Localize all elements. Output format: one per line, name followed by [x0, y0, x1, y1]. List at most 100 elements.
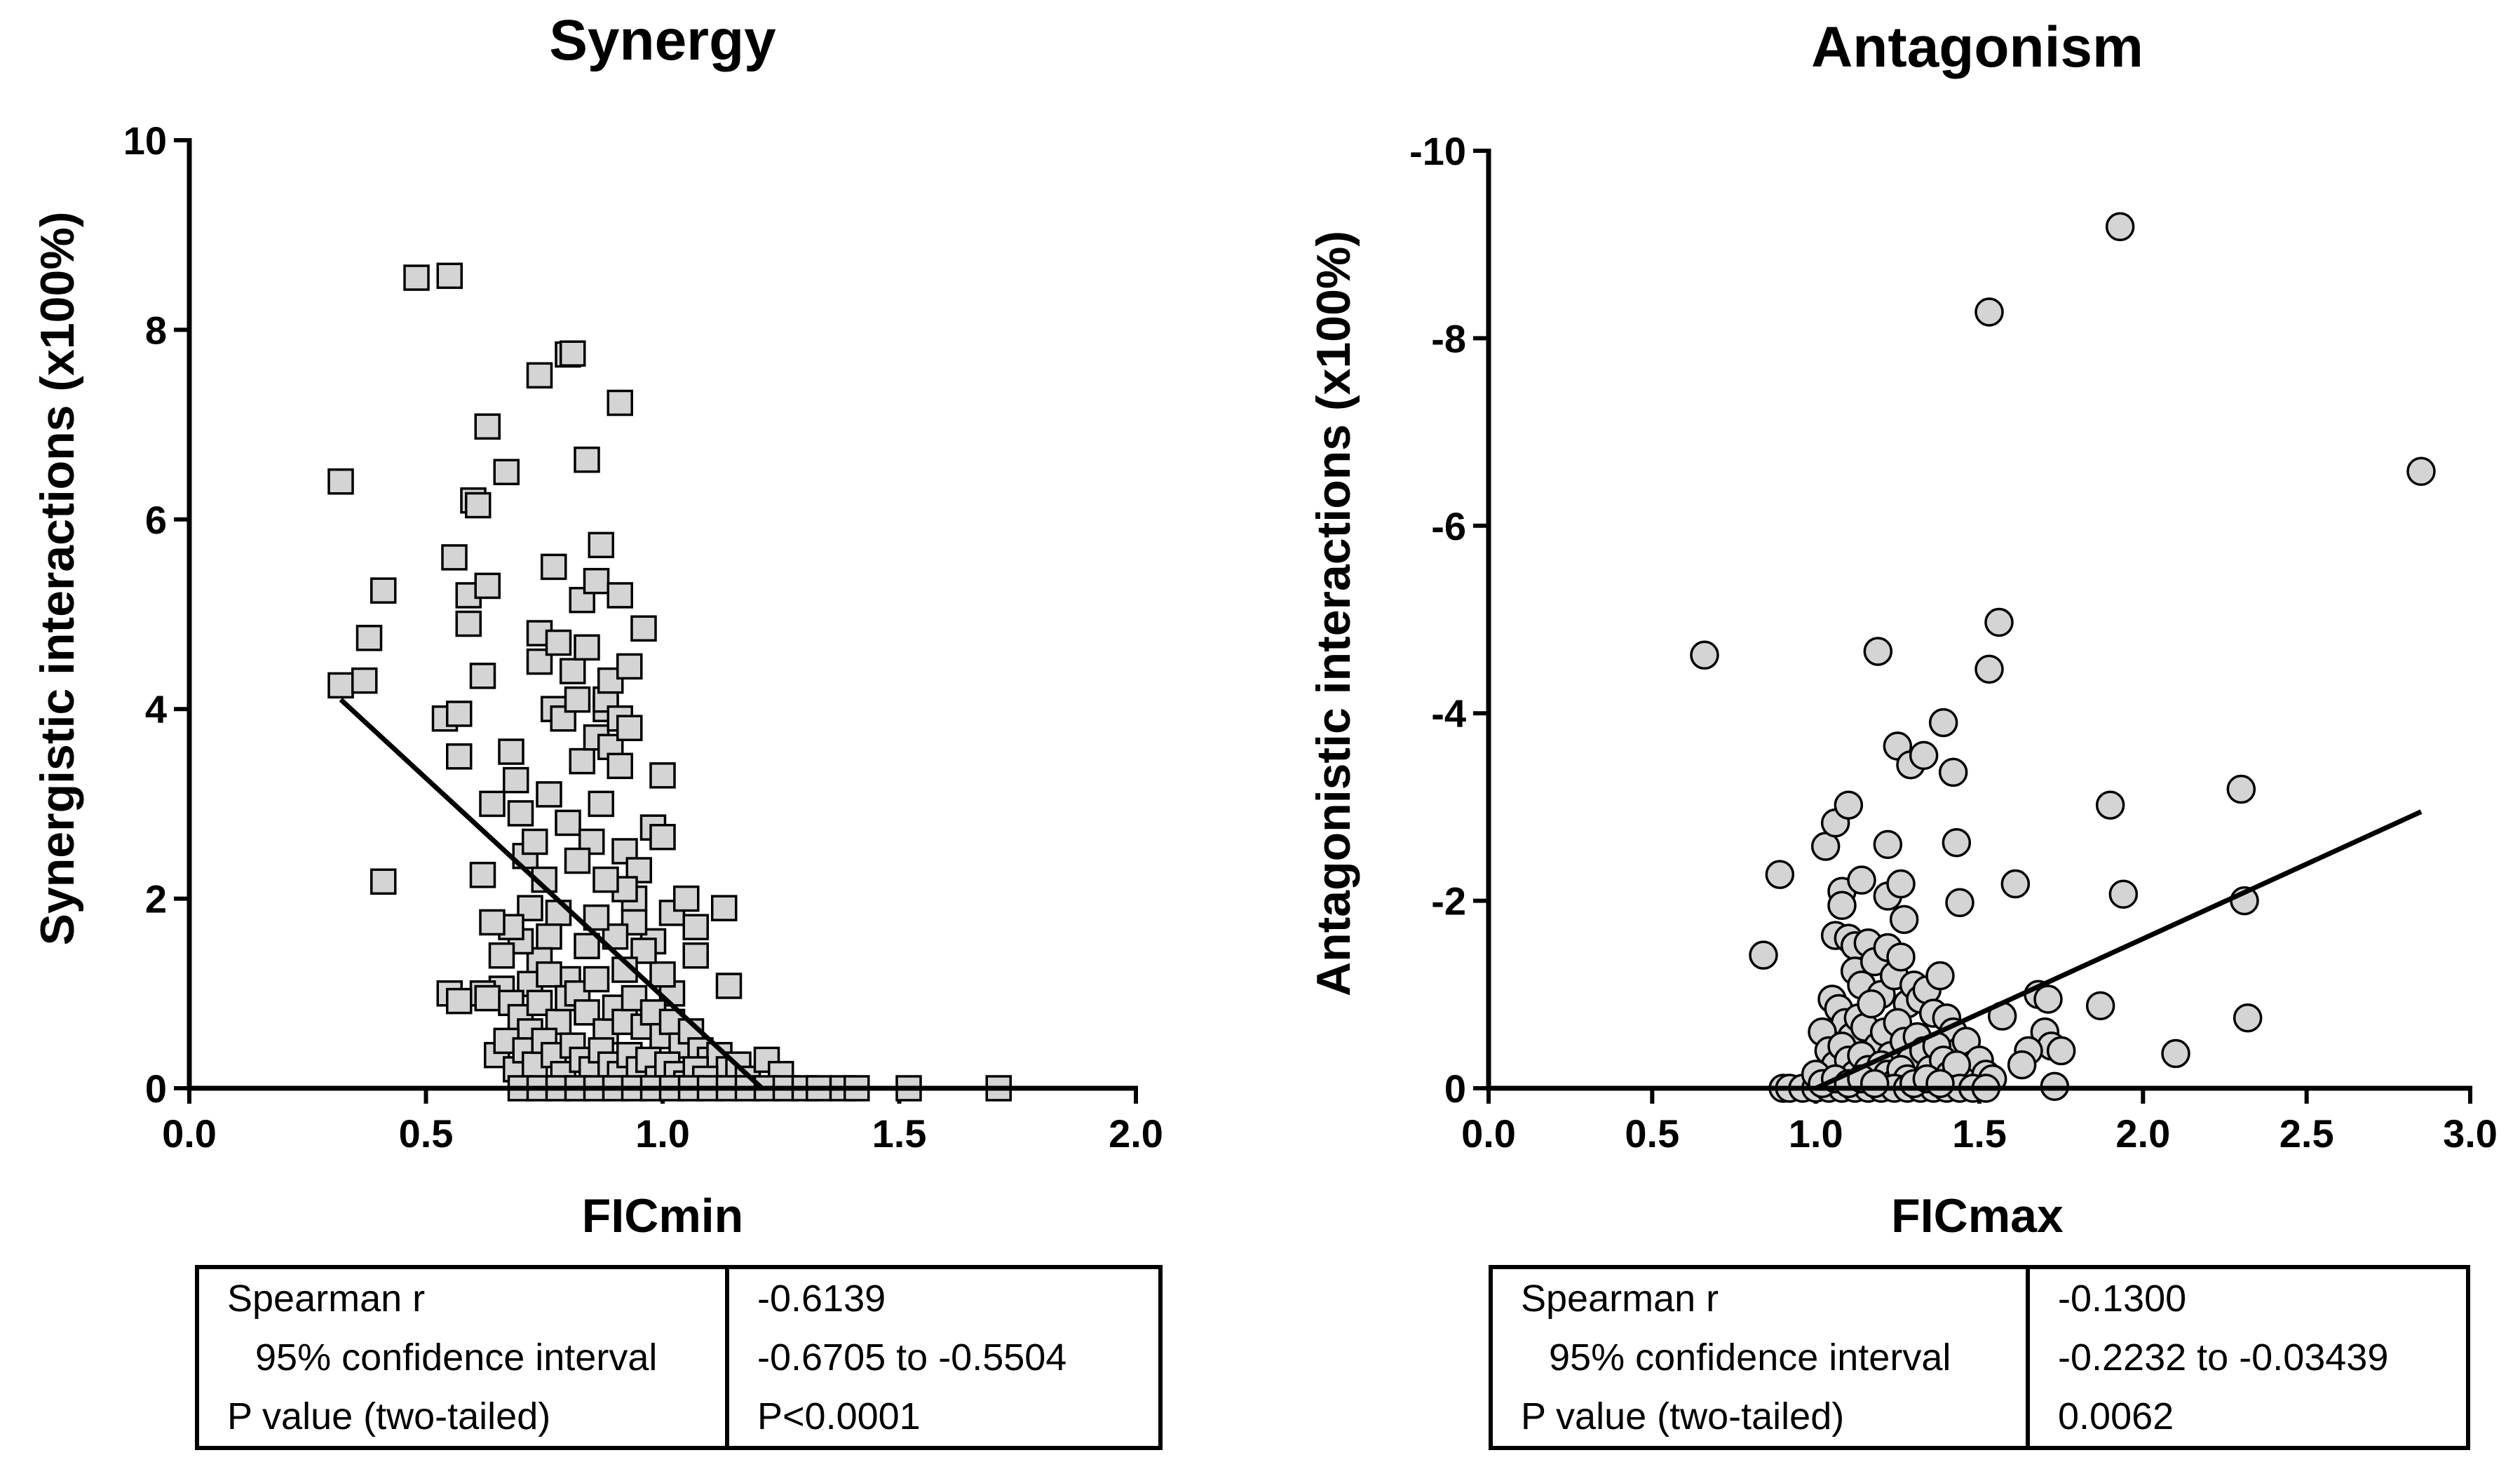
antagonism-data-point [2161, 1038, 2190, 1069]
stats-row: P value (two-tailed) 0.0062 [1491, 1387, 2468, 1448]
antagonism-data-point [1974, 297, 2004, 327]
antagonism-data-point [1945, 888, 1974, 918]
synergy-y-axis-label: Synergistic interactions (x100%) [31, 212, 84, 946]
antagonism-x-tick-label: 2.5 [2279, 1111, 2334, 1156]
antagonism-data-point [2033, 984, 2063, 1014]
synergy-data-point [446, 743, 473, 770]
synergy-data-point [630, 615, 657, 642]
synergy-axes [187, 138, 1138, 1091]
antagonism-y-tick-label: -6 [1431, 504, 1466, 548]
synergy-data-point [498, 738, 524, 765]
synergy-data-point [469, 862, 496, 888]
synergy-y-tick-label: 4 [145, 687, 167, 731]
antagonism-data-point [2108, 879, 2139, 909]
synergy-data-point [616, 653, 643, 680]
synergy-x-tick-label: 1.0 [635, 1111, 690, 1156]
synergy-y-tick-label: 0 [145, 1067, 167, 1111]
synergy-data-point [469, 663, 496, 689]
synergy-y-tick-label: 10 [123, 119, 167, 163]
synergy-data-point [607, 389, 633, 417]
antagonism-fit-line [1815, 809, 2423, 1091]
synergy-data-point [574, 933, 600, 959]
antagonism-data-point [1690, 640, 1719, 670]
synergy-data-point [649, 762, 676, 789]
synergy-x-tick-label: 1.5 [872, 1111, 927, 1156]
synergy-data-point [526, 362, 553, 389]
synergy-data-point [507, 800, 534, 827]
synergy-data-point [569, 586, 595, 614]
synergy-data-point [545, 900, 572, 926]
antagonism-data-point [1889, 905, 1919, 935]
antagonism-x-tick-label: 1.0 [1789, 1111, 1843, 1156]
antagonism-x-tick-label: 2.0 [2115, 1111, 2170, 1156]
synergy-data-point [583, 567, 610, 595]
antagonism-data-point [1925, 961, 1955, 991]
synergy-data-point [441, 544, 468, 571]
synergy-data-point [545, 629, 572, 656]
synergy-data-point [517, 895, 543, 921]
synergy-data-point [455, 610, 482, 637]
synergy-data-point [560, 658, 586, 684]
synergy-data-point [588, 532, 614, 559]
synergy-y-tick-label: 6 [145, 498, 167, 542]
synergy-data-point [327, 672, 354, 699]
antagonism-data-point [1925, 1069, 1955, 1099]
synergy-data-point [479, 790, 506, 818]
antagonism-data-point [1857, 989, 1886, 1019]
antagonism-data-point [1928, 708, 1958, 738]
antagonism-y-tick-label: -10 [1409, 129, 1466, 173]
synergy-data-point [370, 868, 397, 895]
synergy-data-point [574, 446, 600, 473]
synergy-data-point [474, 572, 501, 600]
stats-row: Spearman r -0.6139 [197, 1267, 1160, 1328]
synergy-data-point [715, 973, 743, 999]
synergy-data-point [355, 625, 383, 651]
antagonism-data-point [1886, 942, 1916, 972]
synergy-data-point [327, 468, 354, 495]
antagonism-data-point [1886, 869, 1916, 899]
antagonism-y-tick-label: -8 [1431, 316, 1466, 360]
synergy-x-tick-label: 0.5 [399, 1111, 454, 1156]
stats-label: Spearman r [197, 1267, 729, 1328]
stats-value: -0.1300 [2058, 1278, 2187, 1320]
antagonism-data-point [1834, 790, 1864, 820]
synergy-data-point [536, 781, 562, 808]
stats-value: -0.6705 to -0.5504 [757, 1336, 1067, 1379]
stats-value: -0.6139 [757, 1278, 886, 1320]
antagonism-title: Antagonism [1811, 15, 2143, 79]
synergy-data-point [403, 264, 430, 291]
synergy-data-point [574, 634, 600, 661]
antagonism-x-tick-label: 1.5 [1952, 1111, 2007, 1156]
antagonism-x-tick-label: 3.0 [2443, 1111, 2498, 1156]
antagonism-data-point [2233, 1003, 2263, 1033]
stats-value: P<0.0001 [757, 1395, 921, 1437]
antagonism-data-point [1909, 740, 1939, 771]
synergy-stats-table: Spearman r -0.6139 95% confidence interv… [195, 1265, 1163, 1450]
antagonism-data-point [1984, 607, 2014, 637]
antagonism-data-point [1749, 940, 1778, 970]
synergy-data-point [479, 909, 506, 936]
stats-label: P value (two-tailed) [1491, 1387, 2030, 1448]
synergy-data-point [536, 923, 562, 950]
synergy-data-point [625, 857, 652, 884]
antagonism-panel: Antagonism Antagonistic interactions (x1… [1307, 15, 2498, 1243]
synergy-data-point [649, 961, 676, 988]
synergy-data-point [522, 828, 548, 855]
antagonism-y-tick-label: -2 [1431, 879, 1466, 923]
synergy-data-point [351, 667, 378, 694]
synergy-data-point [583, 904, 610, 931]
synergy-title: Synergy [549, 8, 776, 72]
synergy-data-point [474, 984, 501, 1012]
synergy-data-point [370, 577, 397, 604]
synergy-data-point [564, 847, 591, 874]
antagonism-points [1690, 212, 2436, 1103]
antagonism-data-point [2000, 869, 2031, 899]
synergy-data-point [592, 866, 619, 893]
antagonism-data-point [2226, 774, 2256, 804]
stats-label: P value (two-tailed) [197, 1387, 729, 1448]
synergy-fit-line [339, 698, 764, 1090]
synergy-data-point [555, 809, 581, 837]
antagonism-x-tick-label: 0.5 [1625, 1111, 1679, 1156]
antagonism-data-point [1827, 891, 1857, 921]
synergy-data-point [465, 492, 492, 519]
